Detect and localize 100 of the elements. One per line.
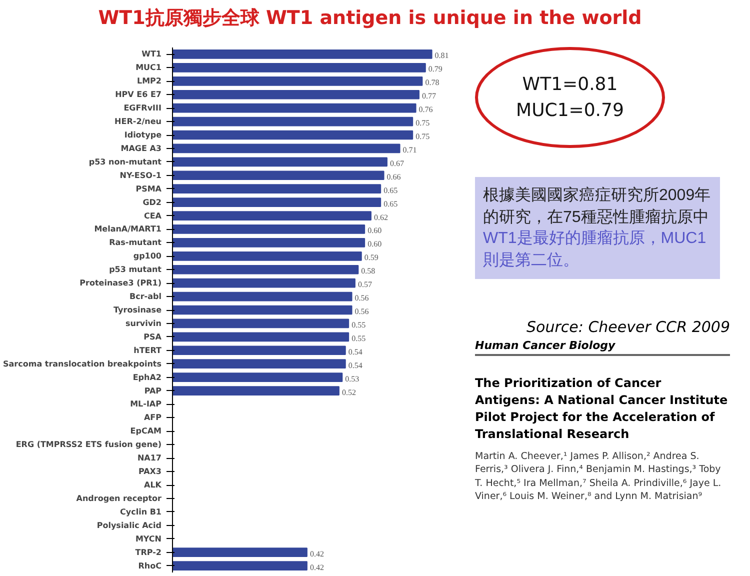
bar xyxy=(172,372,343,382)
data-label: 0.66 xyxy=(386,172,401,182)
y-tick-label: survivin xyxy=(125,318,162,328)
y-tick-label: Tyrosinase xyxy=(114,306,162,314)
bar xyxy=(172,103,416,113)
bar xyxy=(172,184,382,194)
y-tick-label: Idiotype xyxy=(124,130,162,140)
y-tick-label: Proteinase3 (PR1) xyxy=(80,278,162,288)
y-tick-label: Ras-mutant xyxy=(109,238,162,248)
y-tick-label: Bcr-abl xyxy=(130,292,162,302)
y-tick-label: MelanA/MART1 xyxy=(94,224,162,234)
y-tick-label: PSMA xyxy=(136,184,162,194)
y-tick-label: EGFRvIII xyxy=(124,104,162,113)
data-label: 0.67 xyxy=(390,158,404,168)
y-tick-label: ERG (TMPRSS2 ETS fusion gene) xyxy=(16,440,162,450)
bar xyxy=(172,548,308,557)
y-tick-label: AFP xyxy=(144,413,162,422)
bar xyxy=(172,292,352,302)
y-tick-label: PAP xyxy=(144,386,162,396)
y-tick-label: NA17 xyxy=(137,454,162,463)
data-label: 0.76 xyxy=(418,105,433,114)
data-label: 0.57 xyxy=(358,280,372,290)
bar xyxy=(172,264,359,274)
data-label: 0.55 xyxy=(352,334,366,343)
bar xyxy=(172,332,350,342)
bar xyxy=(172,157,388,167)
y-tick-label: ML-IAP xyxy=(130,400,162,409)
y-tick-label: EpCAM xyxy=(130,426,162,436)
y-tick-label: HPV E6 E7 xyxy=(115,90,162,100)
text: WT1是最好的腫瘤抗原，MUC1則是第二位。 xyxy=(483,230,706,269)
data-label: 0.55 xyxy=(352,320,366,330)
bar xyxy=(172,278,356,288)
data-label: 0.65 xyxy=(384,199,398,208)
y-tick-label: NY-ESO-1 xyxy=(120,170,162,180)
data-label: 0.52 xyxy=(342,388,356,397)
bar xyxy=(172,318,350,328)
data-label: 0.54 xyxy=(348,347,362,356)
data-label: 0.54 xyxy=(348,360,362,370)
text: Martin A. Cheever,¹ James P. Allison,² Andrea S. Ferris,³ Olivera J. Finn,⁴ Benjamin M. Hastings,³ Toby T. Hecht,⁵ Ira Mellman,⁷ Sheila A. Prindiville,⁶ Jaye L. Viner,⁶ Louis M. Weiner,⁸ and Lynn M. Matrisian⁹ xyxy=(475,450,722,504)
data-label: 0.42 xyxy=(310,549,324,558)
data-label: 0.75 xyxy=(416,118,430,128)
bar xyxy=(172,170,384,180)
text: 根據美國國家癌症研究所2009年的研究，在75種惡性腫瘤抗原中 xyxy=(483,187,711,226)
y-tick-label: hTERT xyxy=(134,346,162,355)
y-tick-label: CEA xyxy=(144,211,162,220)
y-tick-label: MAGE A3 xyxy=(120,144,162,153)
bar xyxy=(172,211,372,220)
y-tick-label: WT1 xyxy=(142,50,162,59)
bar xyxy=(172,346,346,356)
data-label: 0.81 xyxy=(434,51,449,60)
bar xyxy=(172,386,340,396)
bar xyxy=(172,116,414,126)
y-tick-label: Androgen receptor xyxy=(76,494,162,503)
data-label: 0.53 xyxy=(345,374,360,384)
y-tick-label: p53 mutant xyxy=(109,265,162,274)
y-tick-label: RhoC xyxy=(138,561,162,570)
bar xyxy=(172,50,432,59)
bar xyxy=(172,238,366,248)
data-label: 0.60 xyxy=(368,226,382,236)
y-tick-label: Polysialic Acid xyxy=(96,520,162,530)
source-note: Source: Cheever CCR 2009 xyxy=(526,317,730,338)
y-tick-label: PAX3 xyxy=(138,467,162,476)
bar xyxy=(172,359,346,369)
y-tick-label: p53 non-mutant xyxy=(88,157,162,166)
data-label: 0.71 xyxy=(402,145,417,154)
y-tick-label: MUC1 xyxy=(136,63,162,72)
bar xyxy=(172,144,400,154)
text: Human Cancer Biology xyxy=(475,338,616,354)
y-tick-label: MYCN xyxy=(135,534,162,544)
data-label: 0.59 xyxy=(364,253,378,262)
text: The Prioritization of Cancer Antigens: A National Cancer Institute Pilot Project for the Acceleration of Translational Research xyxy=(475,375,729,444)
y-tick-label: ALK xyxy=(144,480,162,490)
bar xyxy=(172,76,423,86)
data-label: 0.75 xyxy=(416,132,430,141)
data-label: 0.56 xyxy=(354,294,369,303)
y-tick-label: Cyclin B1 xyxy=(120,507,162,516)
bar xyxy=(172,198,382,207)
data-label: 0.58 xyxy=(361,266,376,276)
y-tick-label: GD2 xyxy=(142,198,162,207)
data-label: 0.60 xyxy=(368,240,382,249)
data-label: 0.56 xyxy=(354,307,369,316)
bar xyxy=(172,305,352,315)
y-tick-label: Sarcoma translocation breakpoints xyxy=(3,359,162,368)
y-tick-label: LMP2 xyxy=(137,76,162,86)
bar xyxy=(172,90,420,100)
bar xyxy=(172,63,426,72)
bar xyxy=(172,224,366,234)
data-label: 0.65 xyxy=(384,186,398,195)
y-tick-label: EphA2 xyxy=(132,372,162,382)
data-label: 0.42 xyxy=(310,562,324,572)
y-tick-label: gp100 xyxy=(133,252,162,261)
data-label: 0.62 xyxy=(374,212,388,222)
bar xyxy=(172,251,362,261)
data-label: 0.79 xyxy=(428,64,442,74)
data-label: 0.78 xyxy=(425,78,440,88)
y-tick-label: PSA xyxy=(144,332,162,342)
y-tick-label: TRP-2 xyxy=(135,548,162,557)
chart-title: WT1抗原獨步全球 WT1 antigen is unique in the world xyxy=(97,6,643,31)
data-label: 0.77 xyxy=(422,92,436,101)
text: WT1=0.81 MUC1=0.79 xyxy=(475,47,665,148)
